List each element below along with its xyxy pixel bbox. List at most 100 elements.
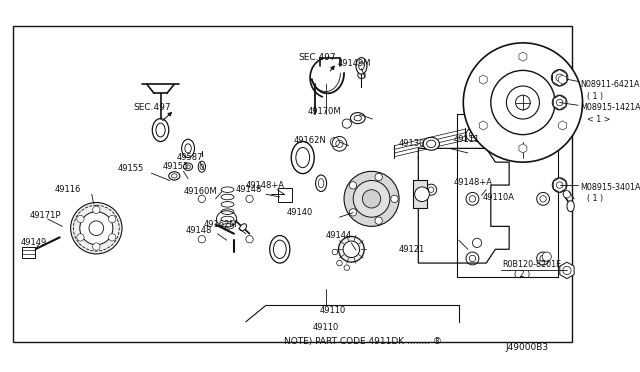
Text: 49110A: 49110A <box>483 192 515 202</box>
Ellipse shape <box>423 137 440 150</box>
Circle shape <box>556 74 563 81</box>
Circle shape <box>556 182 563 188</box>
Circle shape <box>516 95 531 110</box>
Circle shape <box>415 187 429 202</box>
Ellipse shape <box>339 237 364 262</box>
Circle shape <box>463 43 582 162</box>
Text: ( 1 ): ( 1 ) <box>587 92 604 100</box>
Circle shape <box>89 221 104 235</box>
Ellipse shape <box>185 144 191 153</box>
Ellipse shape <box>316 175 326 192</box>
Circle shape <box>344 265 349 270</box>
Circle shape <box>358 71 365 78</box>
Ellipse shape <box>296 147 310 168</box>
Text: 49148: 49148 <box>236 185 262 194</box>
Bar <box>22 247 35 257</box>
Circle shape <box>375 217 382 224</box>
Ellipse shape <box>356 58 367 74</box>
Text: SEC.497: SEC.497 <box>298 53 336 62</box>
Text: < 1 >: < 1 > <box>587 115 611 124</box>
Ellipse shape <box>186 165 190 169</box>
Ellipse shape <box>169 172 180 180</box>
Ellipse shape <box>291 141 314 174</box>
Text: J49000B3: J49000B3 <box>506 343 548 352</box>
Polygon shape <box>188 192 257 247</box>
Circle shape <box>93 206 100 214</box>
Circle shape <box>349 209 356 216</box>
Ellipse shape <box>269 235 290 263</box>
Circle shape <box>70 202 122 254</box>
Circle shape <box>198 195 205 202</box>
Circle shape <box>540 196 547 202</box>
Circle shape <box>469 196 476 202</box>
Circle shape <box>551 70 568 86</box>
Text: NOTE) PART CODE 4911DK ........ ®: NOTE) PART CODE 4911DK ........ ® <box>284 337 442 346</box>
Circle shape <box>342 119 351 128</box>
Text: ( 2 ): ( 2 ) <box>514 270 530 279</box>
Ellipse shape <box>200 164 204 170</box>
Text: 49162M: 49162M <box>204 220 237 229</box>
Ellipse shape <box>354 115 362 121</box>
Ellipse shape <box>182 139 195 158</box>
Circle shape <box>109 234 116 241</box>
Circle shape <box>552 178 567 192</box>
Circle shape <box>80 212 113 245</box>
Text: 49170M: 49170M <box>307 107 341 116</box>
Ellipse shape <box>351 113 365 124</box>
Ellipse shape <box>318 179 324 188</box>
Text: 49110: 49110 <box>312 323 339 332</box>
Circle shape <box>537 192 550 205</box>
Circle shape <box>336 140 343 147</box>
Ellipse shape <box>239 224 246 231</box>
Ellipse shape <box>216 211 237 227</box>
Text: 49587: 49587 <box>176 153 203 162</box>
Circle shape <box>556 99 563 106</box>
Circle shape <box>362 190 381 208</box>
Text: SEC.497: SEC.497 <box>133 103 171 112</box>
Circle shape <box>77 215 84 223</box>
Text: M08915-3401A: M08915-3401A <box>580 183 640 192</box>
Circle shape <box>375 173 382 181</box>
Circle shape <box>466 128 479 141</box>
Circle shape <box>246 195 253 202</box>
Circle shape <box>540 255 547 262</box>
Circle shape <box>426 184 436 195</box>
Ellipse shape <box>156 123 165 137</box>
Polygon shape <box>53 192 136 265</box>
Text: R0B120-8201E: R0B120-8201E <box>503 260 562 269</box>
Text: N08911-6421A: N08911-6421A <box>580 80 639 89</box>
Ellipse shape <box>184 163 193 170</box>
Text: 49110: 49110 <box>319 306 346 315</box>
Circle shape <box>344 171 399 227</box>
Circle shape <box>552 95 567 110</box>
Ellipse shape <box>273 240 286 259</box>
Ellipse shape <box>567 201 574 212</box>
Text: 49171P: 49171P <box>29 211 61 220</box>
Text: 49111: 49111 <box>454 135 481 144</box>
Text: 49148+A: 49148+A <box>454 178 493 187</box>
Text: 49149: 49149 <box>20 238 47 247</box>
Polygon shape <box>419 148 509 263</box>
Circle shape <box>563 190 571 198</box>
Circle shape <box>542 252 551 261</box>
Circle shape <box>491 70 555 135</box>
Circle shape <box>93 243 100 250</box>
Ellipse shape <box>198 161 205 172</box>
Ellipse shape <box>172 174 177 178</box>
Text: 49130: 49130 <box>399 139 426 148</box>
Text: ( 1 ): ( 1 ) <box>587 194 604 203</box>
Circle shape <box>472 238 482 247</box>
Circle shape <box>469 131 476 138</box>
Text: 49160M: 49160M <box>184 187 217 196</box>
Circle shape <box>540 131 547 138</box>
Text: 49144: 49144 <box>326 231 352 240</box>
Ellipse shape <box>343 241 360 257</box>
Circle shape <box>332 137 347 151</box>
Polygon shape <box>330 158 413 245</box>
Text: 49148+A: 49148+A <box>246 180 285 190</box>
Text: 49155: 49155 <box>163 162 189 171</box>
Circle shape <box>109 215 116 223</box>
Ellipse shape <box>358 62 364 70</box>
Text: 49162N: 49162N <box>294 136 326 145</box>
Bar <box>278 188 292 202</box>
